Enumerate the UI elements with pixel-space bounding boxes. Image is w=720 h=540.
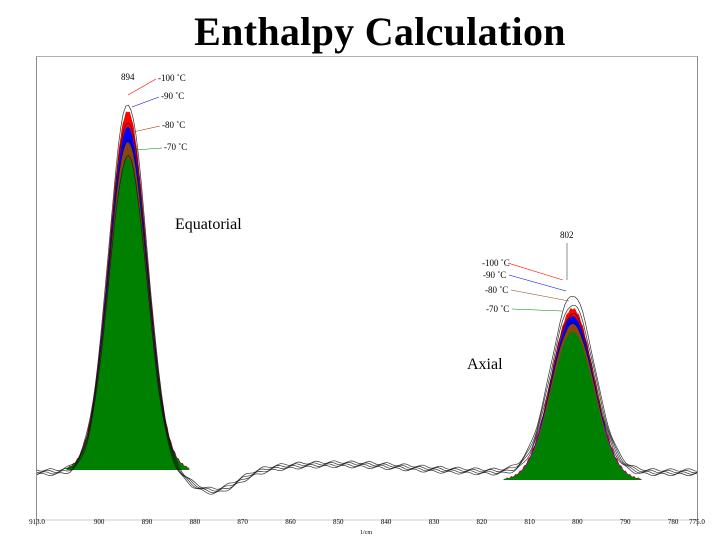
x-tick-label: 775.0 [689,518,705,526]
temp-leader-line [508,274,567,292]
temp-leader-line [127,78,157,96]
peak-area-axial-3 [503,331,642,480]
peak-position-label: 802 [560,230,574,240]
temp-leader-line [510,289,570,302]
x-tick-label: 830 [429,518,440,526]
x-tick-label: 860 [285,518,296,526]
temp-label: -70 ˚C [164,142,187,152]
temp-leader-line [131,96,160,108]
x-axis: 913.0 900 890 880 870 860 850 840 830 820 810 800 79… [29,518,705,536]
x-tick-label: 780 [668,518,679,526]
peak-fills [66,111,642,480]
temp-leader-line [134,147,163,151]
page-title: Enthalpy Calculation [194,9,566,54]
trace-outline-1 [36,122,698,492]
temp-leader-line [132,125,161,133]
temp-label: -100 ˚C [158,73,186,83]
peak-position-label: 894 [121,72,135,82]
temp-label: -80 ˚C [162,120,185,130]
peak-labels: 894 802 -100 ˚C -90 ˚C -80 ˚C -70 ˚C -100 ˚C -9… [121,72,574,314]
axial-label: Axial [464,355,506,375]
temp-leader-line [511,308,563,312]
x-tick-label: 870 [237,518,248,526]
x-tick-label: 850 [333,518,344,526]
temp-label: -70 ˚C [486,304,509,314]
x-tick-label: 800 [572,518,583,526]
plot-frame [36,56,698,526]
x-tick-label: 790 [620,518,631,526]
x-tick-label: 880 [190,518,201,526]
x-tick-label: 840 [381,518,392,526]
equatorial-label: Equatorial [172,215,245,235]
x-tick-label: 810 [524,518,535,526]
trace-outlines [36,104,698,495]
temp-label: -100 ˚C [482,258,510,268]
peak-area-equatorial-3 [66,158,190,470]
temp-label: -80 ˚C [485,285,508,295]
temp-label: -90 ˚C [161,91,184,101]
trace-outline-3 [36,154,698,495]
x-tick-label: 913.0 [29,518,45,526]
temp-leader-line [507,262,564,281]
trace-outline-2 [36,138,698,494]
x-tick-label: 890 [142,518,153,526]
trace-outline-0 [36,104,698,490]
x-tick-label: 820 [477,518,488,526]
x-tick-label: 900 [94,518,105,526]
temp-label: -90 ˚C [483,270,506,280]
x-axis-label: 1/cm [360,530,372,536]
